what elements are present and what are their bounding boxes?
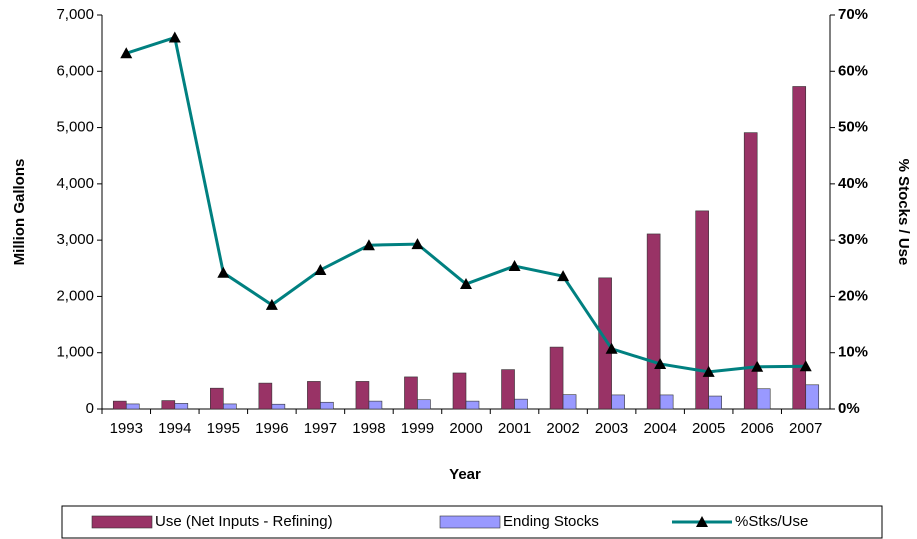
bar: [452, 372, 467, 410]
bar: [756, 388, 771, 410]
y2-tick-label: 10%: [838, 344, 868, 361]
x-tick-label: 1994: [158, 420, 191, 437]
bar: [307, 381, 321, 410]
x-tick-label: 2002: [546, 420, 579, 437]
bar: [174, 403, 189, 410]
x-tick-label: 1998: [352, 420, 385, 437]
line-marker: [654, 357, 667, 369]
bar: [112, 400, 127, 410]
x-tick-label: 2007: [789, 420, 822, 437]
bar: [514, 398, 528, 410]
y2-tick-label: 0%: [838, 400, 860, 417]
bar: [792, 86, 807, 410]
bar: [320, 401, 334, 410]
legend-label: Use (Net Inputs - Refining): [155, 513, 333, 530]
bar: [368, 400, 383, 410]
line-marker: [605, 342, 618, 354]
line-marker: [362, 239, 375, 251]
x-tick-label: 1993: [110, 420, 143, 437]
x-tick-label: 2000: [449, 420, 482, 437]
y2-tick-label: 30%: [838, 231, 868, 248]
line-marker: [557, 270, 570, 282]
y2-tick-label: 50%: [838, 119, 868, 136]
bar: [125, 403, 140, 410]
bar: [271, 403, 286, 410]
bar: [355, 381, 370, 410]
bar: [404, 376, 418, 410]
y2-tick-label: 20%: [838, 287, 868, 304]
bar: [708, 395, 722, 410]
x-tick-label: 1995: [207, 420, 240, 437]
y-tick-label: 4,000: [56, 175, 94, 192]
bar: [223, 403, 237, 410]
y-tick-label: 5,000: [56, 119, 94, 136]
legend-label: %Stks/Use: [735, 513, 808, 530]
y-tick-label: 7,000: [56, 6, 94, 23]
line-marker: [120, 47, 133, 59]
x-tick-label: 2003: [595, 420, 628, 437]
x-tick-label: 1997: [304, 420, 337, 437]
line-marker: [314, 263, 327, 275]
y-tick-label: 3,000: [56, 231, 94, 248]
line-marker: [508, 260, 521, 272]
x-tick-label: 1999: [401, 420, 434, 437]
bar: [501, 369, 515, 410]
x-axis-label: Year: [449, 466, 481, 483]
line-marker: [265, 298, 278, 310]
bar: [549, 346, 564, 410]
line-marker: [799, 360, 812, 372]
bar: [695, 210, 709, 410]
y-tick-label: 0: [86, 400, 94, 417]
bar: [161, 400, 176, 410]
legend-box: [61, 505, 883, 539]
x-tick-label: 2005: [692, 420, 725, 437]
legend-swatch: [439, 515, 501, 529]
x-tick-label: 1996: [255, 420, 288, 437]
y-tick-label: 1,000: [56, 344, 94, 361]
bar: [258, 382, 273, 410]
y-axis-label: Million Gallons: [11, 159, 28, 266]
bar: [611, 394, 625, 410]
bar: [659, 394, 674, 410]
y-tick-label: 6,000: [56, 62, 94, 79]
line-marker: [217, 266, 230, 278]
y-tick-label: 2,000: [56, 287, 94, 304]
bar: [465, 400, 480, 410]
y2-tick-label: 40%: [838, 175, 868, 192]
line-marker: [168, 31, 181, 43]
y2-tick-label: 60%: [838, 62, 868, 79]
bar: [743, 132, 758, 410]
x-tick-label: 2001: [498, 420, 531, 437]
x-tick-label: 2004: [643, 420, 676, 437]
bar: [805, 384, 820, 410]
bar: [562, 394, 577, 410]
bar: [210, 387, 224, 410]
legend-swatch: [91, 515, 153, 529]
line-marker: [411, 238, 424, 250]
y2-tick-label: 70%: [838, 6, 868, 23]
bar: [417, 399, 431, 410]
legend-marker: [696, 516, 708, 527]
x-tick-label: 2006: [741, 420, 774, 437]
bar: [646, 233, 661, 410]
line-marker: [751, 360, 764, 372]
line-marker: [702, 365, 715, 377]
y2-axis-label: % Stocks / Use: [895, 159, 912, 266]
line-marker: [460, 278, 472, 290]
legend-label: Ending Stocks: [503, 513, 599, 530]
